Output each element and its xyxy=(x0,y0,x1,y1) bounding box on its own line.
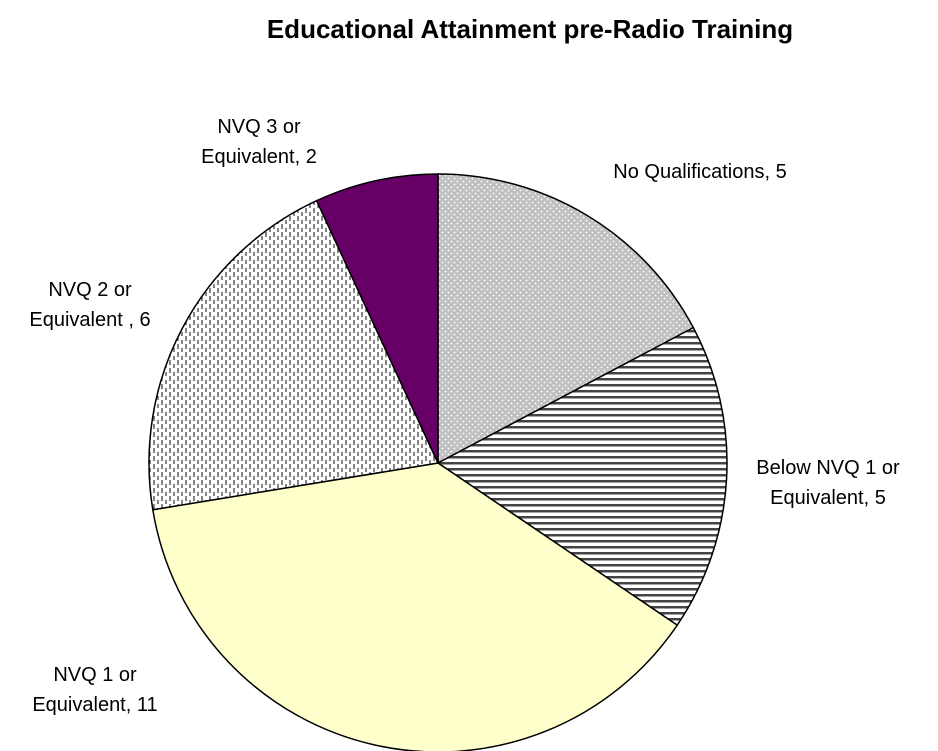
label-category: No Qualifications xyxy=(613,161,765,183)
label-separator: , xyxy=(863,487,875,509)
pie-slice xyxy=(437,173,695,465)
label-category: NVQ 2 or Equivalent xyxy=(29,279,132,331)
label-category: NVQ 1 or Equivalent xyxy=(32,664,137,716)
chart-title: Educational Attainment pre-Radio Trainin… xyxy=(266,14,794,44)
data-label: Below NVQ 1 or Equivalent, 5 xyxy=(738,453,918,513)
label-separator: , xyxy=(125,694,137,716)
label-value: 2 xyxy=(305,146,317,168)
label-separator: , xyxy=(294,146,306,168)
label-category: Below NVQ 1 or Equivalent xyxy=(756,457,900,509)
label-value: 11 xyxy=(136,694,158,716)
label-category: NVQ 3 or Equivalent xyxy=(201,116,301,168)
label-separator: , xyxy=(764,161,776,183)
label-value: 5 xyxy=(775,161,787,183)
data-label: No Qualifications, 5 xyxy=(590,157,810,187)
label-separator: , xyxy=(128,309,140,331)
pie-slice xyxy=(436,326,728,627)
pie-slice xyxy=(151,462,679,751)
data-label: NVQ 1 or Equivalent, 11 xyxy=(20,660,170,720)
data-label: NVQ 2 or Equivalent , 6 xyxy=(15,275,165,335)
pie-slice xyxy=(148,199,440,511)
pie-slice xyxy=(315,173,439,464)
label-value: 5 xyxy=(874,487,886,509)
data-label: NVQ 3 or Equivalent, 2 xyxy=(194,112,324,172)
label-value: 6 xyxy=(139,309,151,331)
